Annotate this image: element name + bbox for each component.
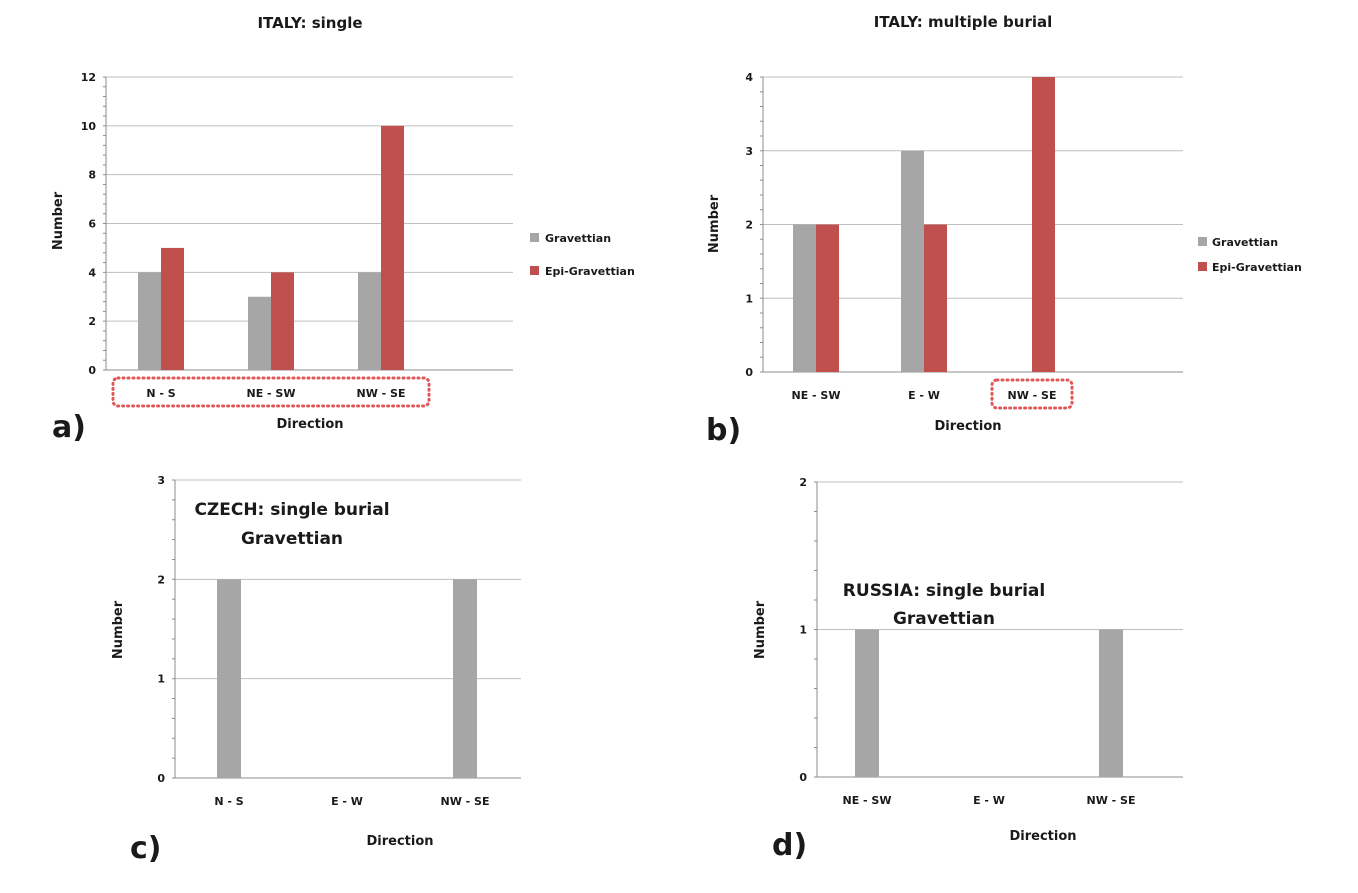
y-tick-label-a: 6 <box>88 218 96 231</box>
chart-title-d: RUSSIA: single burial <box>843 581 1045 601</box>
x-tick-label-nw-se-d: NW - SE <box>1086 794 1135 807</box>
legend-swatch-epi-gravettian-a <box>530 266 539 275</box>
bar-epi-gravettian-ne-sw-b <box>816 224 839 372</box>
chart-panel-b: 0 1 2 3 4 NE - SW E - W NW - SE ITALY: multiple… <box>706 13 1302 448</box>
bar-gravettian-ne-sw-a <box>248 296 271 370</box>
bar-epi-gravettian-nw-se-b <box>1032 77 1055 372</box>
y-tick-label-d: 0 <box>799 771 807 784</box>
bar-gravettian-n-s-a <box>138 272 161 370</box>
plot-area-b: 0 1 2 3 4 NE - SW E - W NW - SE <box>745 71 1183 410</box>
panel-letter-c: c) <box>130 831 162 866</box>
plot-area-a: 0 2 4 6 8 10 12 N - S NE - SW NW - SE <box>81 71 513 408</box>
bar-gravettian-e-w-b <box>901 150 924 372</box>
y-tick-label-a: 0 <box>88 364 96 377</box>
legend-swatch-gravettian-a <box>530 233 539 242</box>
x-axis-label-b: Direction <box>934 419 1001 434</box>
panel-letter-d: d) <box>772 828 807 863</box>
chart-panel-d: 0 1 2 NE - SW E - W NW - SE RUSSIA: single bu… <box>753 476 1183 863</box>
bar-series-nw-se-d <box>1099 629 1123 777</box>
bar-epi-gravettian-n-s-a <box>161 247 184 370</box>
legend-a: Gravettian Epi-Gravettian <box>530 232 635 278</box>
y-tick-label-b: 0 <box>745 366 753 379</box>
bar-epi-gravettian-ne-sw-a <box>271 272 294 370</box>
x-tick-label-e-w-b: E - W <box>908 389 940 402</box>
bar-gravettian-nw-se-a <box>358 272 381 370</box>
highlight-box-a <box>111 376 431 408</box>
chart-panel-a: 0 2 4 6 8 10 12 N - S NE - SW NW - SE ITALY: sing… <box>51 14 635 445</box>
y-tick-label-d: 1 <box>799 624 807 637</box>
legend-swatch-gravettian-b <box>1198 237 1207 246</box>
legend-swatch-epi-gravettian-b <box>1198 262 1207 271</box>
y-axis-label-d: Number <box>753 600 768 659</box>
bar-series-ne-sw-d <box>855 629 879 777</box>
x-tick-label-nw-se-b: NW - SE <box>1007 389 1056 402</box>
y-tick-label-a: 12 <box>81 71 96 84</box>
y-tick-label-a: 2 <box>88 315 96 328</box>
chart-panel-c: 0 1 2 3 N - S E - W NW - SE CZECH: single buri… <box>111 474 521 866</box>
x-tick-label-ne-sw-b: NE - SW <box>791 389 840 402</box>
y-tick-label-c: 0 <box>157 772 165 785</box>
legend-label-gravettian-a: Gravettian <box>545 232 611 245</box>
x-tick-label-nw-se-a: NW - SE <box>356 387 405 400</box>
legend-label-epi-gravettian-b: Epi-Gravettian <box>1212 261 1302 274</box>
bar-epi-gravettian-e-w-b <box>924 224 947 372</box>
panel-letter-b: b) <box>706 413 741 448</box>
chart-title-c: CZECH: single burial <box>194 500 389 520</box>
bar-epi-gravettian-nw-se-a <box>381 125 404 370</box>
x-tick-label-ne-sw-d: NE - SW <box>842 794 891 807</box>
bar-series-nw-se-c <box>453 579 477 778</box>
y-tick-label-a: 8 <box>88 169 96 182</box>
chart-subtitle-d: Gravettian <box>893 609 995 629</box>
bar-gravettian-ne-sw-b <box>793 224 816 372</box>
y-tick-label-a: 4 <box>88 266 96 279</box>
chart-subtitle-c: Gravettian <box>241 529 343 549</box>
y-tick-label-c: 3 <box>157 474 165 487</box>
y-tick-label-a: 10 <box>81 120 97 133</box>
x-tick-label-e-w-d: E - W <box>973 794 1005 807</box>
chart-title-b: ITALY: multiple burial <box>874 13 1053 31</box>
y-tick-label-b: 4 <box>745 71 753 84</box>
x-tick-label-e-w-c: E - W <box>331 795 363 808</box>
y-tick-label-b: 1 <box>745 292 753 305</box>
panel-letter-a: a) <box>52 410 86 445</box>
x-tick-label-n-s-c: N - S <box>214 795 243 808</box>
x-tick-label-n-s-a: N - S <box>146 387 175 400</box>
legend-label-gravettian-b: Gravettian <box>1212 236 1278 249</box>
legend-b: Gravettian Epi-Gravettian <box>1198 236 1302 274</box>
chart-title-a: ITALY: single <box>257 14 362 32</box>
x-tick-label-ne-sw-a: NE - SW <box>246 387 295 400</box>
y-tick-label-d: 2 <box>799 476 807 489</box>
bar-series-n-s-c <box>217 579 241 778</box>
y-axis-label-c: Number <box>111 600 126 659</box>
plot-area-d: 0 1 2 NE - SW E - W NW - SE <box>799 476 1183 807</box>
y-tick-label-c: 2 <box>157 573 165 586</box>
y-tick-label-c: 1 <box>157 673 165 686</box>
legend-label-epi-gravettian-a: Epi-Gravettian <box>545 265 635 278</box>
y-axis-label-a: Number <box>51 191 66 250</box>
y-tick-label-b: 2 <box>745 219 753 232</box>
x-axis-label-d: Direction <box>1009 829 1076 844</box>
x-axis-label-c: Direction <box>366 834 433 849</box>
y-tick-label-b: 3 <box>745 145 753 158</box>
plot-area-c: 0 1 2 3 N - S E - W NW - SE <box>157 474 521 808</box>
highlight-box-b <box>990 378 1074 410</box>
y-axis-label-b: Number <box>707 194 722 253</box>
x-tick-label-nw-se-c: NW - SE <box>440 795 489 808</box>
x-axis-label-a: Direction <box>276 417 343 432</box>
